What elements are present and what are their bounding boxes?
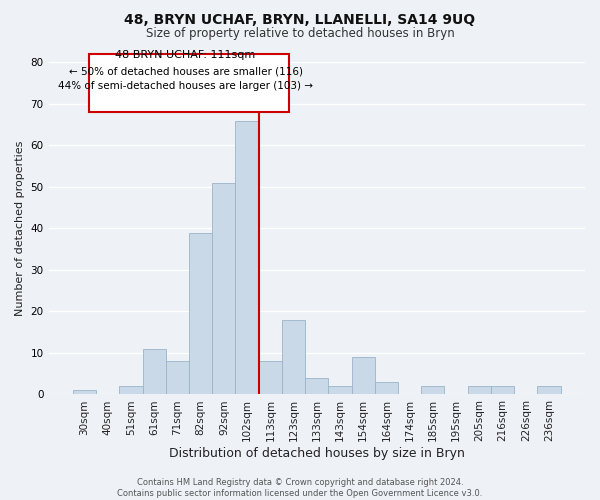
Text: 44% of semi-detached houses are larger (103) →: 44% of semi-detached houses are larger (… [58, 80, 313, 90]
Bar [421, 386, 445, 394]
Text: 48 BRYN UCHAF: 111sqm: 48 BRYN UCHAF: 111sqm [115, 50, 256, 60]
Bar [189, 232, 212, 394]
Text: Contains HM Land Registry data © Crown copyright and database right 2024.
Contai: Contains HM Land Registry data © Crown c… [118, 478, 482, 498]
Bar [259, 362, 282, 394]
Bar [352, 357, 375, 395]
Bar [143, 349, 166, 395]
Bar [212, 183, 235, 394]
FancyBboxPatch shape [89, 54, 289, 112]
Bar [73, 390, 96, 394]
Bar [538, 386, 560, 394]
Bar [282, 320, 305, 394]
Bar [328, 386, 352, 394]
X-axis label: Distribution of detached houses by size in Bryn: Distribution of detached houses by size … [169, 447, 465, 460]
Bar [491, 386, 514, 394]
Bar [235, 120, 259, 394]
Bar [468, 386, 491, 394]
Bar [166, 362, 189, 394]
Text: ← 50% of detached houses are smaller (116): ← 50% of detached houses are smaller (11… [68, 67, 302, 77]
Text: 48, BRYN UCHAF, BRYN, LLANELLI, SA14 9UQ: 48, BRYN UCHAF, BRYN, LLANELLI, SA14 9UQ [124, 12, 476, 26]
Bar [305, 378, 328, 394]
Text: Size of property relative to detached houses in Bryn: Size of property relative to detached ho… [146, 28, 454, 40]
Y-axis label: Number of detached properties: Number of detached properties [15, 140, 25, 316]
Bar [119, 386, 143, 394]
Bar [375, 382, 398, 394]
